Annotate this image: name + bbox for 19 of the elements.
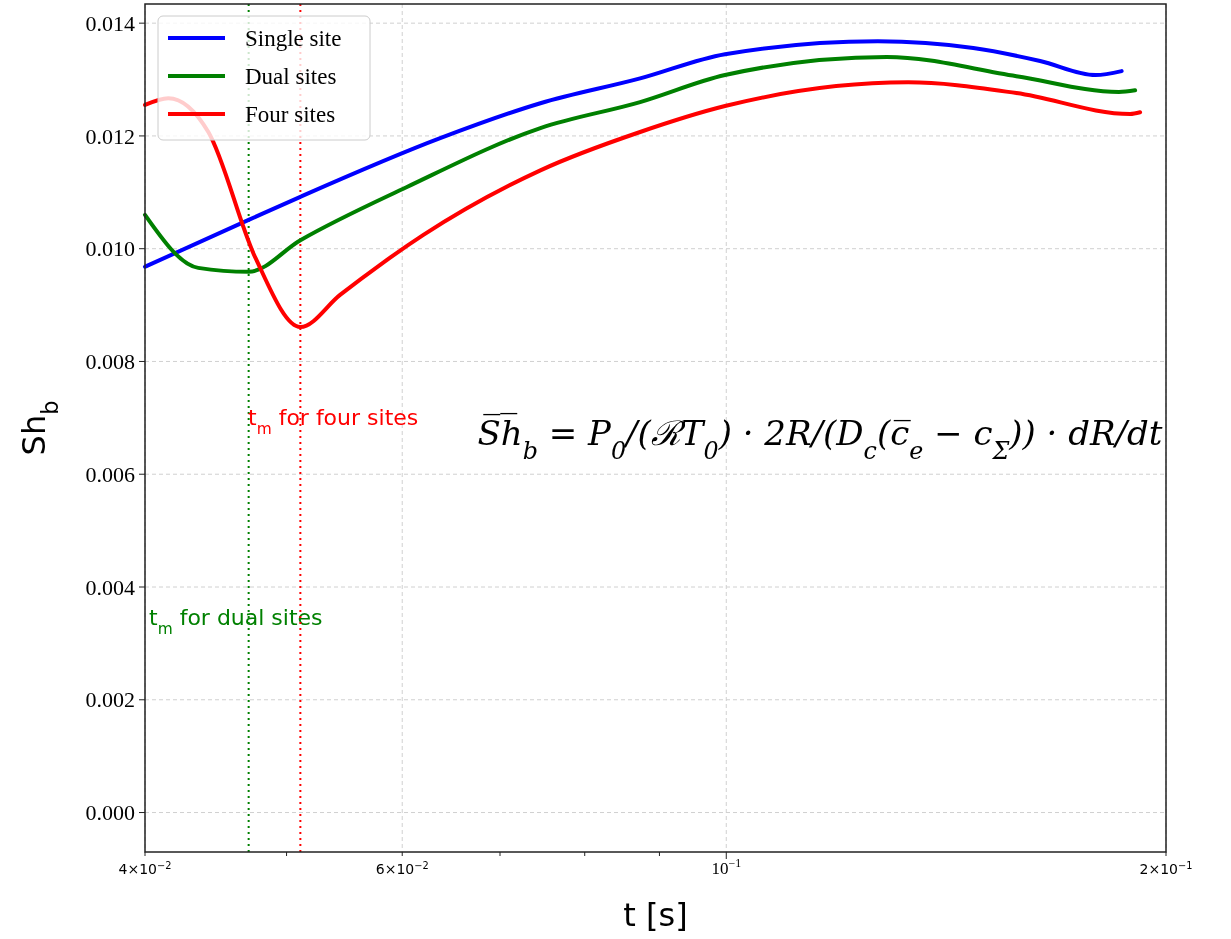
y-tick-label: 0.002 bbox=[85, 687, 135, 713]
ref-line-label: t$_{m}$ for dual sites bbox=[149, 605, 323, 638]
legend-label: Four sites bbox=[245, 102, 336, 128]
x-tick-label: 10$^{−1}$ bbox=[711, 856, 742, 878]
y-tick-label: 0.014 bbox=[85, 10, 135, 36]
ref-line-label: t$_{m}$ for four sites bbox=[248, 405, 419, 438]
y-tick-label: 0.010 bbox=[85, 236, 135, 262]
legend-label: Dual sites bbox=[245, 64, 337, 90]
x-axis-title: t [s] bbox=[623, 896, 688, 934]
y-tick-label: 0.008 bbox=[85, 349, 135, 375]
y-tick-label: 0.000 bbox=[85, 800, 135, 826]
x-tick-label: 6×10$^{−2}$ bbox=[375, 859, 429, 877]
legend-label: Single site bbox=[245, 26, 342, 52]
y-tick-label: 0.012 bbox=[85, 123, 135, 149]
text: S̅h̅$_{b}$ = P$_{0}$/(ℛT$_{0}$) · 2R/(D$_{c}$(c̅$_{e}$ − c$_{Σ}$)) · dR/dt bbox=[477, 413, 1163, 465]
x-tick-label: 2×10$^{−1}$ bbox=[1139, 859, 1193, 877]
y-tick-label: 0.006 bbox=[85, 461, 135, 487]
x-tick-label: 4×10$^{−2}$ bbox=[118, 859, 172, 877]
y-tick-label: 0.004 bbox=[85, 574, 135, 600]
